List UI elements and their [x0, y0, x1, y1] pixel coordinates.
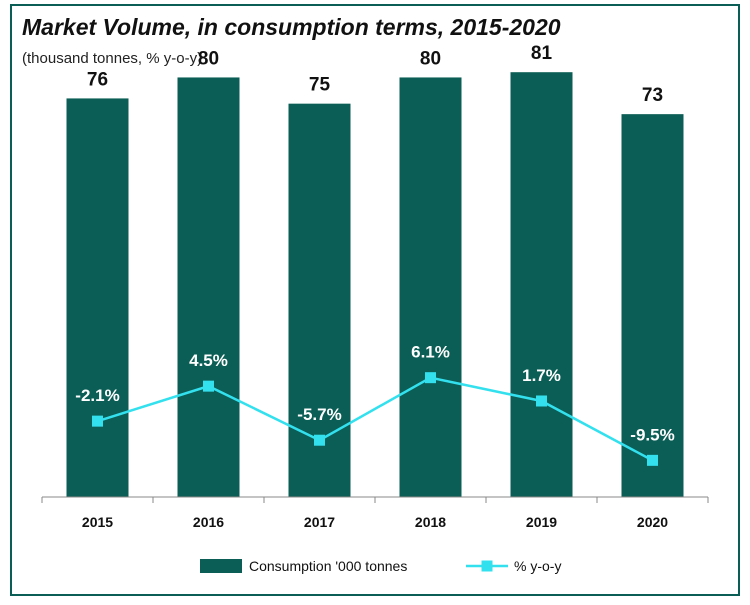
bar-value-label-2016: 80 [198, 48, 219, 69]
yoy-value-label-2015: -2.1% [75, 386, 119, 405]
yoy-marker-2018 [425, 372, 436, 384]
x-tick-label-2015: 2015 [82, 514, 113, 530]
bar-2016 [177, 77, 240, 497]
yoy-value-label-2017: -5.7% [297, 405, 341, 424]
bar-value-label-2020: 73 [642, 85, 663, 106]
legend-label-yoy: % y-o-y [514, 558, 561, 574]
x-tick-label-2020: 2020 [637, 514, 668, 530]
yoy-marker-2020 [647, 454, 658, 466]
x-tick-label-2019: 2019 [526, 514, 557, 530]
bar-2020 [621, 114, 684, 498]
chart-subtitle: (thousand tonnes, % y-o-y) [22, 50, 203, 67]
legend-swatch-consumption [200, 559, 242, 573]
yoy-marker-2016 [203, 380, 214, 392]
yoy-value-label-2020: -9.5% [630, 425, 674, 444]
bar-2019 [510, 72, 573, 497]
chart-title: Market Volume, in consumption terms, 201… [22, 14, 561, 40]
bar-value-label-2015: 76 [87, 69, 108, 90]
yoy-marker-2015 [92, 415, 103, 427]
bar-2015 [66, 98, 129, 497]
yoy-value-label-2018: 6.1% [411, 343, 450, 362]
x-tick-label-2018: 2018 [415, 514, 446, 530]
yoy-marker-2017 [314, 434, 325, 446]
yoy-line [97, 376, 654, 462]
bar-value-label-2018: 80 [420, 48, 441, 69]
yoy-value-label-2019: 1.7% [522, 366, 561, 385]
bar-value-label-2019: 81 [531, 43, 553, 64]
bar-2018 [399, 77, 462, 497]
x-tick-label-2016: 2016 [193, 514, 224, 530]
legend-marker-yoy [481, 560, 493, 572]
legend-label-consumption: Consumption '000 tonnes [249, 558, 407, 574]
bar-value-label-2017: 75 [309, 75, 331, 96]
yoy-value-label-2016: 4.5% [189, 351, 228, 370]
yoy-marker-2019 [536, 395, 547, 407]
x-tick-label-2017: 2017 [304, 514, 335, 530]
